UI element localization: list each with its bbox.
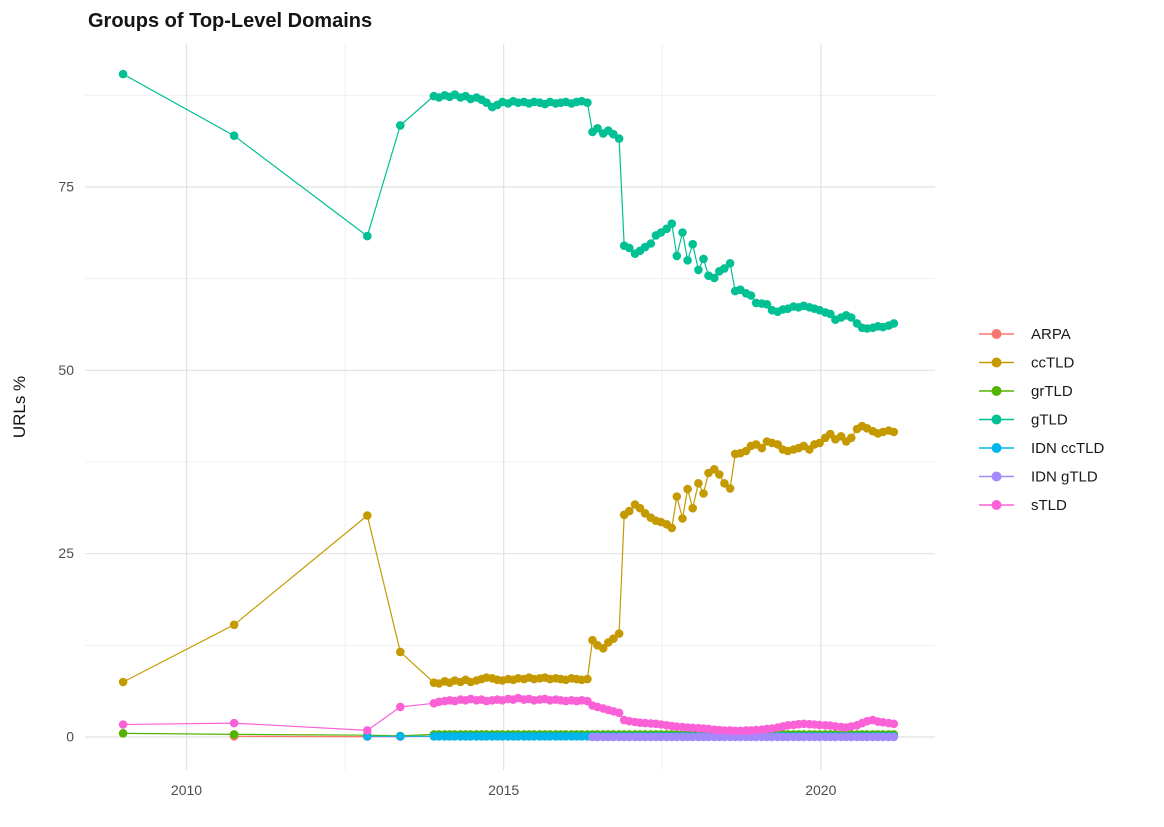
legend-label: ccTLD — [1031, 355, 1075, 372]
data-point-ccTLD — [614, 629, 624, 638]
series-ccTLD — [118, 421, 899, 688]
data-point-gTLD — [593, 124, 602, 133]
data-point-ccTLD — [118, 677, 128, 687]
data-point-sTLD — [229, 718, 239, 728]
data-point-gTLD — [683, 255, 692, 265]
data-point-ccTLD — [625, 506, 634, 516]
data-point-ccTLD — [889, 427, 899, 437]
data-point-gTLD — [889, 319, 899, 328]
data-point-grTLD — [229, 730, 239, 739]
y-tick-label: 50 — [58, 362, 74, 378]
data-point-gTLD — [746, 291, 756, 300]
data-point-gTLD — [847, 313, 856, 322]
data-point-gTLD — [614, 134, 624, 143]
x-tick-label: 2010 — [171, 782, 202, 798]
data-point-IDN-gTLD — [889, 732, 899, 742]
data-point-gTLD — [699, 254, 708, 264]
data-point-ccTLD — [847, 433, 856, 443]
data-point-ccTLD — [725, 484, 735, 493]
legend-key-point — [991, 414, 1002, 425]
y-tick-label: 0 — [66, 729, 74, 745]
legend-label: grTLD — [1031, 383, 1073, 400]
legend-key-point — [991, 386, 1002, 396]
data-point-gTLD — [625, 243, 634, 253]
legend-label: ARPA — [1031, 326, 1071, 343]
legend-item-grTLD: grTLD — [979, 383, 1073, 400]
data-point-ccTLD — [715, 470, 724, 479]
data-point-ccTLD — [609, 634, 618, 643]
legend-label: gTLD — [1031, 412, 1068, 429]
data-point-sTLD — [363, 726, 372, 735]
data-point-ccTLD — [583, 674, 592, 684]
data-point-ccTLD — [688, 503, 697, 513]
data-point-IDN-ccTLD — [396, 732, 405, 741]
data-point-ccTLD — [667, 523, 677, 533]
legend: ARPA ccTLD grTLD gTLD IDN ccTLD IDN gTLD sTLD — [979, 326, 1105, 514]
legend-item-IDN-gTLD: IDN gTLD — [979, 469, 1098, 486]
data-point-gTLD — [694, 265, 703, 275]
data-point-gTLD — [688, 239, 697, 249]
data-point-ccTLD — [694, 479, 703, 488]
legend-item-IDN-ccTLD: IDN ccTLD — [979, 440, 1105, 457]
data-point-gTLD — [118, 69, 128, 79]
legend-key-point — [991, 471, 1002, 482]
x-tick-label: 2015 — [488, 782, 519, 798]
legend-key-point — [991, 500, 1002, 510]
data-point-gTLD — [646, 239, 656, 248]
data-point-gTLD — [725, 259, 735, 268]
data-point-ccTLD — [396, 647, 405, 657]
y-axis-title: URLs % — [10, 376, 29, 438]
data-point-IDN-ccTLD — [363, 732, 372, 741]
data-point-ccTLD — [598, 644, 608, 653]
data-point-gTLD — [583, 98, 592, 107]
data-point-gTLD — [667, 219, 677, 228]
legend-item-ccTLD: ccTLD — [979, 355, 1075, 372]
data-point-ccTLD — [229, 620, 239, 630]
data-point-gTLD — [229, 131, 239, 140]
data-point-ccTLD — [683, 484, 692, 494]
series-sTLD — [118, 693, 899, 736]
axis-labels: 0 25 50 75 2010 2015 2020 — [58, 179, 836, 799]
series-layer — [118, 69, 899, 742]
data-point-sTLD — [614, 708, 624, 718]
data-point-gTLD — [720, 264, 729, 273]
data-point-ccTLD — [757, 443, 767, 453]
legend-key-point — [991, 329, 1002, 339]
data-point-ccTLD — [699, 489, 708, 498]
data-point-gTLD — [363, 231, 372, 241]
data-point-gTLD — [678, 228, 687, 237]
x-tick-label: 2020 — [805, 782, 836, 798]
legend-item-gTLD: gTLD — [979, 412, 1068, 429]
data-point-grTLD — [118, 729, 128, 738]
data-point-gTLD — [762, 300, 772, 309]
data-point-ccTLD — [678, 514, 687, 523]
data-point-ccTLD — [672, 492, 682, 501]
legend-item-ARPA: ARPA — [979, 326, 1071, 343]
data-point-ccTLD — [720, 479, 729, 488]
legend-item-sTLD: sTLD — [979, 497, 1067, 514]
y-tick-label: 75 — [58, 179, 74, 195]
data-point-sTLD — [889, 719, 899, 729]
legend-label: IDN ccTLD — [1031, 440, 1105, 457]
data-point-sTLD — [396, 702, 405, 712]
series-IDN-gTLD — [588, 732, 899, 742]
data-point-ccTLD — [363, 511, 372, 520]
data-point-sTLD — [118, 720, 128, 729]
y-tick-label: 25 — [58, 545, 74, 561]
legend-key-point — [991, 357, 1002, 368]
data-point-gTLD — [710, 273, 719, 283]
data-point-gTLD — [826, 309, 835, 319]
data-point-gTLD — [396, 121, 405, 130]
data-point-gTLD — [672, 251, 682, 261]
legend-key-point — [991, 443, 1002, 453]
series-gTLD — [118, 69, 899, 333]
data-point-ccTLD — [815, 438, 824, 448]
chart-title: Groups of Top-Level Domains — [88, 10, 372, 32]
legend-label: sTLD — [1031, 497, 1067, 514]
legend-label: IDN gTLD — [1031, 469, 1098, 486]
